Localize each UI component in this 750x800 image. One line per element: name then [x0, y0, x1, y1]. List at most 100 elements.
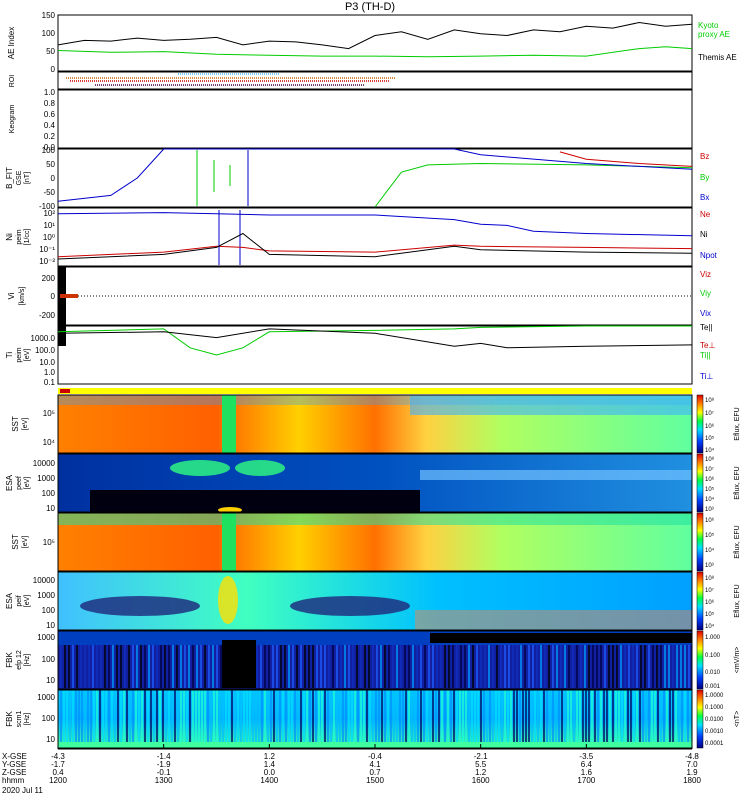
- spectrogram-stripe: [564, 645, 566, 688]
- spectrogram-stripe: [264, 645, 266, 688]
- spectrogram-stripe: [572, 645, 574, 688]
- bfit-legend-bz: Bz: [700, 152, 709, 161]
- spectrogram-stripe: [270, 690, 272, 742]
- footer-value: 6.4: [581, 760, 593, 769]
- spectrogram-stripe: [189, 690, 191, 742]
- colorbar-tick-label: 0.0100: [705, 717, 724, 723]
- spectrogram-stripe: [489, 690, 491, 742]
- spectrogram-stripe: [426, 690, 428, 742]
- spectrogram-stripe: [300, 645, 302, 688]
- spectrogram-stripe: [609, 690, 611, 742]
- spectrogram-stripe: [640, 645, 642, 688]
- keogram-tick-label: 0.2: [44, 132, 56, 141]
- colorbar-tick-label: 0.010: [705, 670, 721, 676]
- spectrogram-stripe: [114, 690, 116, 742]
- footer-row-label: X-GSE: [2, 752, 27, 761]
- spec1-strip: [222, 395, 236, 453]
- spectrogram-stripe: [616, 645, 618, 688]
- spectrogram-stripe: [472, 645, 474, 688]
- spectrogram-stripe: [144, 645, 146, 688]
- spectrogram-stripe: [141, 690, 143, 742]
- spectrogram-stripe: [132, 690, 134, 742]
- spectrogram-stripe: [392, 645, 394, 688]
- spectrogram-stripe: [597, 690, 599, 742]
- spectrogram-stripe: [393, 690, 395, 742]
- spectrogram-stripe: [396, 690, 398, 742]
- spectrogram-stripe: [424, 645, 426, 688]
- colorbar-label: Eflux, EFU: [734, 466, 741, 499]
- velocity-data-blip: [60, 294, 78, 298]
- spectrogram-stripe: [213, 690, 215, 742]
- spectrogram-stripe: [612, 690, 614, 742]
- spectrogram-stripe: [576, 690, 578, 742]
- spectrogram-stripe: [568, 645, 570, 688]
- colorbar-label: <nT>: [734, 711, 741, 727]
- spec4-panel: ESA peif [eV] 10000 1000 100 10: [5, 571, 693, 631]
- spectrogram-stripe: [411, 690, 413, 742]
- spectrogram-stripe: [72, 690, 74, 742]
- spectrogram-stripe: [108, 690, 110, 742]
- spectrogram-stripe: [524, 645, 526, 688]
- spectrogram-stripe: [336, 645, 338, 688]
- footer-value: -1.4: [157, 752, 171, 761]
- spectrogram-stripe: [340, 645, 342, 688]
- spectrogram-stripe: [405, 690, 407, 742]
- footer-value: 1.6: [581, 768, 593, 777]
- footer-value: 1700: [577, 776, 595, 785]
- spectrogram-stripe: [534, 690, 536, 742]
- spec4-tick-label: 100: [42, 606, 56, 615]
- spec2-tick-label: 10: [46, 504, 55, 513]
- spectrogram-stripe: [288, 645, 290, 688]
- spectrogram-stripe: [324, 690, 326, 742]
- spectrogram-stripe: [92, 645, 94, 688]
- spectrogram-stripe: [600, 690, 602, 742]
- colorbar-tick-label: 10³: [705, 507, 714, 513]
- ae-tick-label: 50: [46, 47, 55, 56]
- mode-bar-strip: [58, 388, 692, 394]
- colorbar: [696, 453, 704, 513]
- spectrogram-stripe: [180, 690, 182, 742]
- spectrogram-stripe: [624, 645, 626, 688]
- spectrogram-stripe: [201, 690, 203, 742]
- temp-tick-label: 1000.0: [31, 334, 56, 343]
- spectrogram-stripe: [297, 690, 299, 742]
- spectrogram-stripe: [573, 690, 575, 742]
- spectrogram-stripe: [76, 645, 78, 688]
- spectrogram-stripe: [144, 690, 146, 742]
- spectrogram-stripe: [684, 645, 686, 688]
- spectrogram-stripe: [216, 645, 218, 688]
- spectrogram-stripe: [604, 645, 606, 688]
- spectrogram-stripe: [324, 645, 326, 688]
- bfit-ylabel: B_FIT: [5, 167, 14, 189]
- spectrogram-stripe: [333, 690, 335, 742]
- footer-value: -3.5: [579, 752, 593, 761]
- bfit-tick-label: -50: [43, 188, 55, 197]
- spectrogram-stripe: [93, 690, 95, 742]
- fbk1-tick-label: 10: [46, 676, 55, 685]
- bfit-ylabel-2: GSE: [16, 170, 23, 185]
- temp-panel: Ti peim [eV] 1000.0 100.0 10.0 1.0 0.1 T…: [5, 323, 715, 387]
- spectrogram-stripe: [507, 690, 509, 742]
- colorbar: [696, 394, 704, 454]
- colorbar-tick-label: 10⁸: [705, 456, 715, 463]
- footer-value: 1400: [260, 776, 278, 785]
- spectrogram-stripe: [136, 645, 138, 688]
- spectrogram-stripe: [508, 645, 510, 688]
- spec4-ylabel-2: peif: [16, 595, 23, 606]
- spec4-tick-label: 10: [46, 621, 55, 630]
- temp-ylabel-2: peim: [16, 347, 23, 362]
- spectrogram-stripe: [152, 645, 154, 688]
- spectrogram-stripe: [348, 690, 350, 742]
- velocity-tick-label: -200: [39, 311, 56, 320]
- spectrogram-stripe: [543, 690, 545, 742]
- spectrogram-stripe: [369, 690, 371, 742]
- spectrogram-stripe: [664, 645, 666, 688]
- spectrogram-stripe: [447, 690, 449, 742]
- spectrogram-stripe: [556, 645, 558, 688]
- spectrogram-stripe: [360, 690, 362, 742]
- spectrogram-stripe: [448, 645, 450, 688]
- ae-legend-kyoto: Kyoto: [698, 21, 719, 30]
- spectrogram-stripe: [356, 645, 358, 688]
- spectrogram-stripe: [78, 690, 80, 742]
- series-line-density-ni: [57, 232, 693, 260]
